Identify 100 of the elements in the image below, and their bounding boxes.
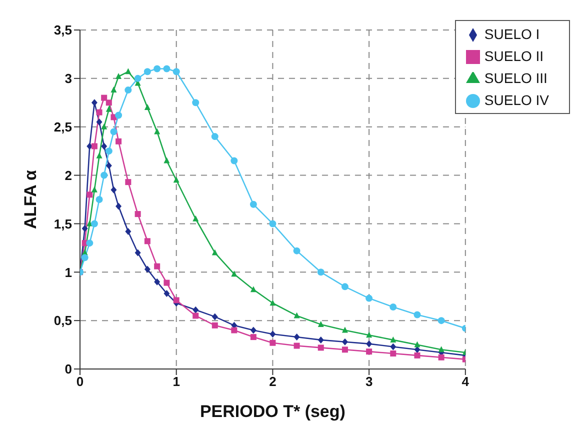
x-tick-label: 2 — [269, 374, 276, 390]
y-axis-title: ALFA α — [21, 169, 40, 229]
point — [101, 142, 108, 150]
point — [82, 225, 88, 232]
point — [390, 336, 396, 342]
point — [212, 313, 218, 320]
point — [342, 346, 348, 353]
point — [366, 348, 372, 355]
legend-label: SUELO IV — [484, 92, 549, 108]
point — [414, 341, 420, 348]
point — [144, 104, 150, 110]
point — [154, 65, 161, 72]
point — [230, 157, 238, 164]
point — [144, 238, 150, 244]
point — [438, 317, 445, 324]
point — [192, 312, 199, 319]
point — [163, 65, 170, 72]
y-tick-label: 3 — [64, 71, 72, 86]
point — [116, 138, 122, 144]
point — [154, 278, 160, 286]
y-tick-label: 3,5 — [54, 22, 72, 38]
x-tick-label: 1 — [172, 374, 180, 390]
point — [173, 176, 180, 183]
point — [134, 211, 141, 218]
point — [154, 263, 160, 270]
point — [106, 162, 112, 170]
point — [269, 220, 276, 228]
point — [270, 330, 276, 338]
point — [173, 297, 180, 304]
point — [101, 94, 108, 101]
point — [438, 346, 444, 352]
point — [294, 312, 300, 318]
point — [250, 326, 256, 334]
point — [164, 280, 170, 286]
point — [270, 300, 276, 306]
point — [96, 118, 102, 126]
point — [144, 266, 150, 273]
point — [116, 202, 122, 210]
point — [293, 247, 300, 254]
point — [164, 157, 170, 164]
point — [250, 200, 257, 208]
x-tick-label: 4 — [462, 374, 470, 390]
point — [125, 68, 132, 74]
point — [438, 354, 444, 360]
point — [318, 336, 324, 344]
point — [96, 109, 102, 116]
point — [414, 346, 420, 354]
y-tick-label: 1,5 — [54, 216, 72, 232]
x-axis-title: PERIODO T* (seg) — [200, 402, 346, 421]
point — [90, 220, 98, 228]
point — [366, 294, 373, 302]
point — [154, 128, 160, 134]
point — [317, 268, 324, 276]
point — [134, 74, 142, 82]
y-tick-label: 2,5 — [54, 119, 72, 134]
point — [116, 72, 122, 79]
point — [110, 128, 118, 136]
point — [134, 249, 141, 256]
point — [105, 148, 112, 155]
point — [106, 100, 112, 106]
point — [192, 99, 200, 106]
legend-label: SUELO III — [484, 70, 548, 86]
point — [212, 322, 218, 328]
point — [101, 123, 108, 130]
point — [318, 320, 324, 327]
point — [124, 86, 132, 94]
point — [270, 340, 276, 346]
point — [212, 249, 218, 256]
point — [366, 332, 372, 338]
point — [164, 290, 170, 297]
point — [192, 215, 199, 222]
point — [294, 342, 300, 349]
point — [366, 340, 372, 348]
point — [341, 283, 348, 290]
point — [106, 106, 112, 112]
point — [318, 344, 324, 351]
y-tick-label: 1 — [64, 264, 72, 280]
point — [91, 143, 98, 150]
x-tick-label: 3 — [365, 374, 373, 390]
point — [91, 186, 98, 192]
point — [231, 270, 238, 277]
legend-label: SUELO II — [484, 48, 544, 64]
x-tick-label: 0 — [76, 374, 84, 390]
y-tick-label: 0,5 — [54, 313, 72, 328]
y-tick-label: 2 — [64, 168, 72, 183]
point — [81, 254, 88, 262]
point — [342, 326, 348, 333]
point — [125, 179, 132, 186]
point — [414, 352, 420, 358]
point — [250, 334, 256, 340]
point — [250, 286, 256, 292]
point — [96, 152, 102, 158]
point — [211, 133, 218, 140]
point — [115, 112, 122, 119]
point — [100, 172, 108, 179]
point — [110, 86, 117, 93]
point — [86, 240, 94, 247]
point — [390, 343, 396, 350]
y-tick-label: 0 — [64, 362, 72, 377]
point — [294, 334, 300, 341]
